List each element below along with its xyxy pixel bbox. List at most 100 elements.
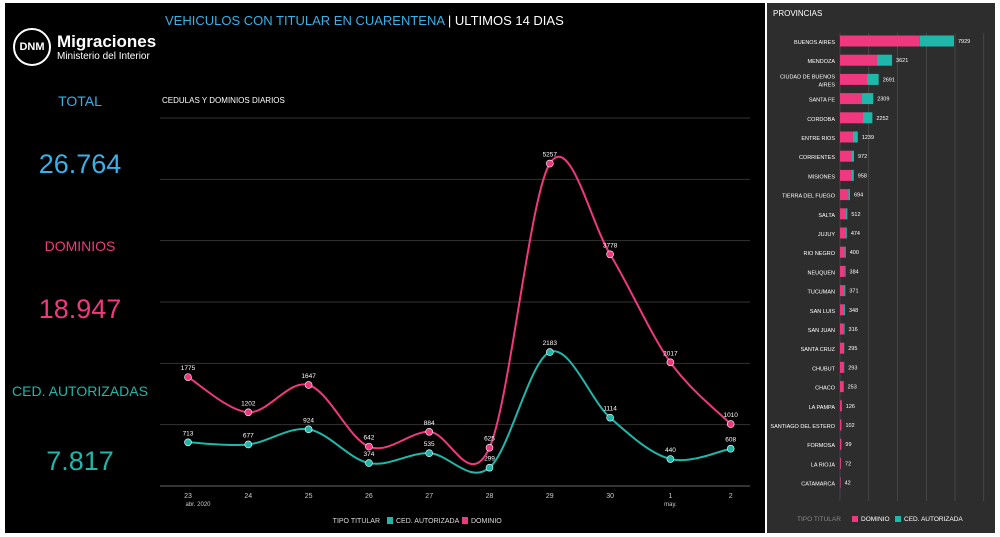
x-tick-sublabel: abr. 2020	[185, 502, 211, 508]
bar-ced	[919, 35, 954, 47]
bar-ced	[861, 93, 874, 105]
category-label: CIUDAD DE BUENOS	[780, 74, 835, 80]
category-label: SANTIAGO DEL ESTERO	[770, 424, 835, 430]
x-tick-label: 1	[668, 493, 672, 500]
total-label: 42	[845, 481, 851, 487]
data-point	[606, 250, 614, 259]
bar-ced	[843, 381, 844, 393]
bar-dominio	[840, 169, 852, 181]
category-label: SAN LUIS	[810, 309, 835, 315]
x-tick-label: 27	[425, 493, 433, 500]
kpi-ced-label: CED. AUTORIZADAS	[12, 383, 148, 399]
x-tick-label: 29	[546, 493, 554, 500]
bar-dominio	[840, 73, 868, 85]
data-label: 642	[363, 435, 374, 442]
category-label: CORRIENTES	[799, 155, 835, 161]
bar-ced	[843, 323, 845, 335]
bar-dominio	[840, 400, 842, 412]
bar-dominio	[840, 361, 844, 373]
bar-dominio	[840, 112, 864, 124]
data-point	[666, 455, 675, 463]
legend-label-ced: CED. AUTORIZADA	[904, 516, 963, 523]
bar-ced	[844, 304, 846, 316]
total-label: 694	[854, 193, 863, 199]
total-label: 72	[845, 461, 851, 467]
total-label: 253	[848, 385, 857, 391]
data-label: 535	[424, 441, 435, 448]
total-label: 371	[849, 289, 858, 295]
bar-ced	[852, 131, 858, 143]
bar-ced	[851, 150, 854, 162]
bar-ced	[848, 189, 850, 201]
category-label: CHACO	[815, 386, 836, 392]
total-label: 99	[845, 442, 851, 448]
bar-dominio	[840, 438, 842, 450]
data-label: 608	[725, 437, 736, 444]
data-point	[485, 463, 494, 472]
data-label: 299	[484, 456, 495, 463]
data-point	[545, 348, 554, 356]
bar-dominio	[840, 208, 847, 220]
bar-dominio	[840, 54, 877, 66]
data-label: 2183	[543, 340, 558, 347]
x-tick-label: 2	[729, 493, 733, 500]
bar-ced	[851, 169, 854, 181]
bar-ced	[845, 227, 847, 239]
data-label: 1114	[603, 406, 617, 413]
bar-ced	[844, 246, 846, 258]
category-label: SANTA FE	[809, 98, 836, 104]
data-label: 625	[484, 436, 495, 443]
logo: DNM Migraciones Ministerio del Interior	[13, 28, 156, 66]
title-sep: |	[444, 13, 455, 28]
category-label: CHUBUT	[812, 366, 836, 372]
x-tick-label: 24	[244, 493, 252, 500]
category-label: BUENOS AIRES	[794, 40, 835, 46]
total-label: 958	[858, 173, 867, 179]
data-point	[365, 459, 373, 467]
legend-label-dominio: DOMINIO	[861, 516, 890, 523]
category-label: MISIONES	[808, 174, 835, 180]
total-label: 474	[851, 231, 860, 237]
data-label: 884	[424, 420, 435, 427]
data-point	[304, 381, 313, 389]
bar-dominio	[840, 131, 853, 143]
category-label: RIO NEGRO	[804, 251, 836, 257]
data-label: 924	[303, 417, 314, 424]
kpi-ced-value: 7.817	[46, 446, 114, 476]
total-label: 384	[850, 269, 859, 275]
series-line-dominio	[187, 155, 732, 466]
kpi-total-label: TOTAL	[58, 93, 102, 109]
data-point	[184, 438, 192, 447]
bar-chart: PROVINCIAS BUENOS AIRES 7929 MENDOZA 3621 CIU…	[770, 9, 985, 523]
legend-swatch-ced	[387, 517, 393, 524]
bar-ced	[846, 208, 848, 220]
data-point	[545, 159, 554, 168]
total-label: 7929	[958, 39, 970, 45]
bar-dominio	[840, 35, 920, 47]
total-label: 512	[851, 212, 860, 218]
legend-label-ced: CED. AUTORIZADA	[396, 518, 460, 525]
legend-swatch-dominio	[852, 516, 858, 522]
bar-dominio	[840, 189, 849, 201]
bar-dominio	[840, 323, 844, 335]
data-point	[485, 443, 494, 452]
category-label: JUJUY	[818, 232, 835, 238]
data-label: 1775	[181, 365, 196, 372]
title-sub: ULTIMOS 14 DIAS	[454, 13, 564, 28]
category-label: SANTA CRUZ	[801, 347, 836, 353]
chart-title: PROVINCIAS	[773, 9, 822, 18]
bar-dominio	[840, 477, 841, 489]
data-label: 677	[243, 432, 254, 439]
bar-dominio	[840, 419, 842, 431]
bar-dominio	[840, 227, 846, 239]
bar-dominio	[840, 342, 844, 354]
category-label: MENDOZA	[808, 59, 836, 65]
total-label: 400	[850, 250, 859, 256]
category-label: TIERRA DEL FUEGO	[782, 194, 836, 200]
x-tick-sublabel: may.	[664, 502, 677, 508]
bar-ced	[876, 54, 893, 66]
category-label: CORDOBA	[807, 117, 835, 123]
kpi-dominios-label: DOMINIOS	[44, 238, 116, 254]
data-point	[304, 425, 313, 434]
line-chart: CEDULAS Y DOMINIOS DIARIOS 23 abr. 2020 24 2…	[160, 96, 750, 525]
